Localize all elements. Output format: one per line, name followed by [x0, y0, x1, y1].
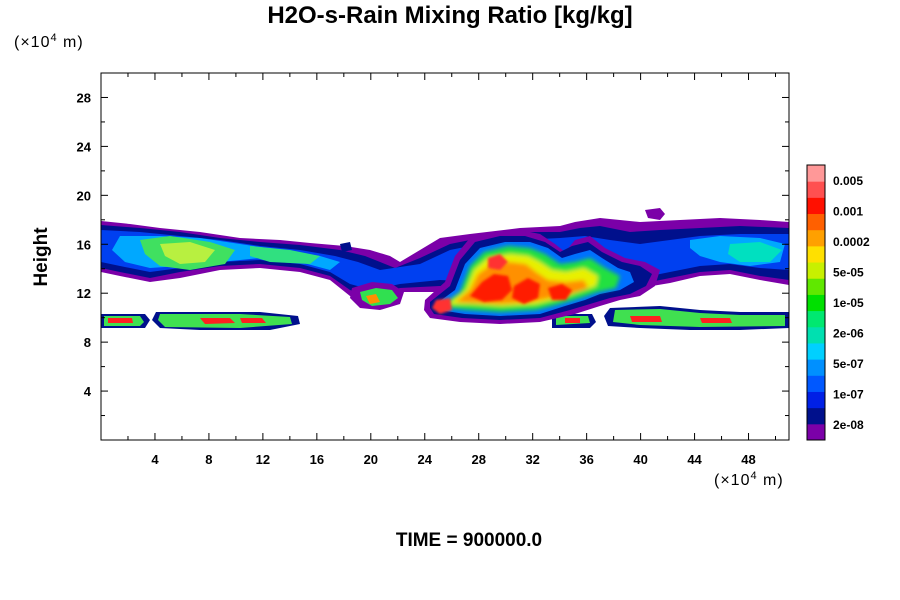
x-tick-label: 44 — [687, 452, 702, 467]
colorbar-label: 0.001 — [833, 205, 863, 219]
x-tick-label: 8 — [205, 452, 212, 467]
lower-fleck-red-2 — [240, 318, 266, 323]
colorbar-label: 5e-05 — [833, 266, 864, 280]
y-tick-label: 12 — [77, 286, 91, 301]
x-tick-label: 20 — [364, 452, 378, 467]
colorbar-frame — [806, 164, 826, 441]
core-red-5 — [432, 298, 452, 314]
colorbar: 0.005 0.001 0.0002 5e-05 1e-05 2e-06 5e-07 1e-0… — [806, 164, 870, 441]
cloud-fleck-left — [340, 242, 352, 252]
colorbar-swatch — [807, 262, 825, 279]
colorbar-label: 0.0002 — [833, 235, 870, 249]
colorbar-swatch — [807, 310, 825, 328]
colorbar-label: 5e-07 — [833, 357, 864, 371]
y-tick-label: 20 — [77, 188, 91, 203]
lower-fleck-red-4 — [700, 318, 732, 323]
colorbar-label: 2e-08 — [833, 418, 864, 432]
y-axis-unit: (×104 m) — [14, 32, 84, 51]
lower-layer-right-green-b — [613, 309, 785, 327]
colorbar-swatch — [807, 294, 825, 312]
lower-fleck-red-5 — [108, 318, 133, 323]
lower-fleck-red-6 — [565, 318, 580, 323]
colorbar-label: 2e-06 — [833, 327, 864, 341]
cloud-band-green-mid — [250, 246, 320, 264]
x-tick-label: 40 — [633, 452, 647, 467]
x-tick-label: 4 — [151, 452, 159, 467]
x-tick-label: 16 — [310, 452, 324, 467]
colorbar-swatch — [807, 342, 825, 360]
x-tick-label: 12 — [256, 452, 270, 467]
y-tick-label: 28 — [77, 90, 91, 105]
colorbar-swatch — [807, 197, 825, 215]
colorbar-label: 1e-07 — [833, 388, 864, 402]
x-axis: 4 8 12 16 20 24 28 32 36 40 44 48 — [127, 73, 777, 467]
colorbar-swatch — [807, 423, 825, 441]
cell-20-orange — [366, 294, 380, 304]
mixing-ratio-field — [101, 208, 789, 330]
cloud-band-cyan-right — [728, 242, 782, 262]
y-tick-label: 24 — [77, 139, 92, 154]
x-tick-label: 36 — [579, 452, 593, 467]
time-label: TIME = 900000.0 — [395, 530, 543, 551]
x-tick-label: 28 — [471, 452, 485, 467]
colorbar-swatch — [807, 181, 825, 198]
lower-fleck-red-1 — [200, 318, 235, 324]
colorbar-swatch — [807, 391, 825, 409]
y-tick-label: 16 — [77, 237, 91, 252]
y-tick-label: 4 — [84, 384, 92, 399]
colorbar-swatch — [807, 359, 825, 376]
x-tick-label: 32 — [525, 452, 539, 467]
core-red-2 — [512, 278, 540, 304]
colorbar-label: 0.005 — [833, 174, 863, 188]
cloud-band-yellowgreen-left — [160, 242, 215, 264]
colorbar-swatch — [807, 375, 825, 392]
colorbar-swatch — [807, 229, 825, 247]
colorbar-swatch — [807, 278, 825, 295]
y-axis: 4 8 12 16 20 24 28 — [77, 90, 789, 417]
x-tick-label: 48 — [741, 452, 755, 467]
colorbar-swatch — [807, 213, 825, 231]
colorbar-swatch — [807, 165, 825, 182]
y-tick-label: 8 — [84, 335, 91, 350]
cloud-fleck-right — [645, 208, 665, 220]
colorbar-swatch — [807, 326, 825, 344]
core-red-4 — [488, 254, 508, 270]
plot-frame — [100, 72, 790, 441]
core-red-3 — [548, 284, 572, 300]
colorbar-swatch — [807, 245, 825, 263]
x-tick-label: 24 — [418, 452, 433, 467]
core-red-1 — [470, 274, 512, 302]
colorbar-label: 1e-05 — [833, 296, 864, 310]
x-axis-unit: (×104 m) — [714, 470, 784, 489]
colorbar-swatch — [807, 407, 825, 425]
chart-title: H2O-s-Rain Mixing Ratio [kg/kg] — [267, 2, 633, 29]
lower-fleck-red-3 — [630, 316, 662, 322]
